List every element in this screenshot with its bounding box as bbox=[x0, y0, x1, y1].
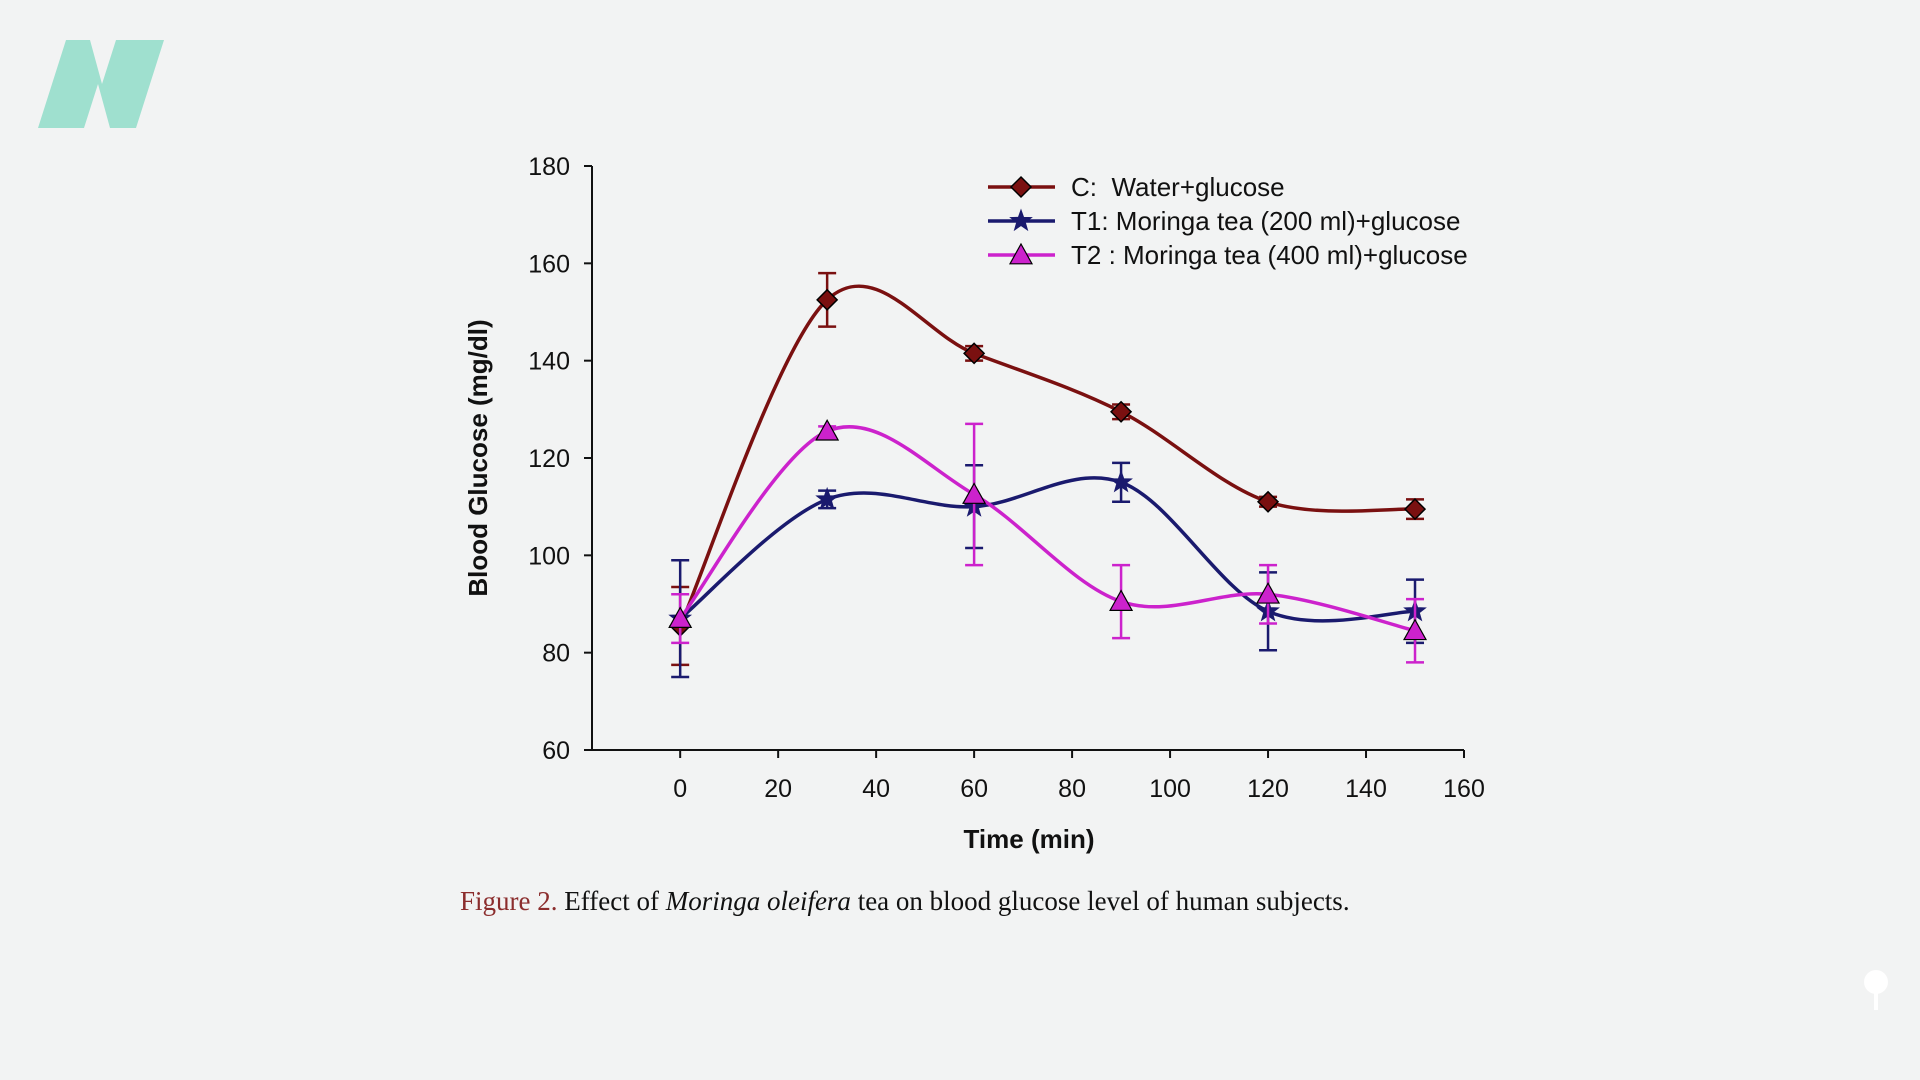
data-point bbox=[1402, 618, 1428, 641]
legend-label: T2 : Moringa tea (400 ml)+glucose bbox=[1071, 240, 1468, 270]
y-tick-label: 100 bbox=[528, 542, 570, 570]
lollipop-pin-icon bbox=[1864, 970, 1888, 1010]
stylized-n-logo-icon bbox=[38, 40, 164, 128]
y-axis-title: Blood Glucose (mg/dl) bbox=[463, 319, 493, 596]
legend-marker bbox=[1009, 175, 1033, 199]
figure-caption: Figure 2. Effect of Moringa oleifera tea… bbox=[460, 886, 1350, 917]
y-tick-label: 60 bbox=[542, 737, 570, 765]
data-point bbox=[668, 606, 693, 629]
caption-species: Moringa oleifera bbox=[665, 886, 851, 916]
series-line bbox=[678, 424, 1416, 633]
x-tick-label: 60 bbox=[960, 775, 988, 803]
x-tick-label: 80 bbox=[1058, 775, 1086, 803]
data-point bbox=[1109, 469, 1133, 493]
legend-label: T1: Moringa tea (200 ml)+glucose bbox=[1071, 206, 1460, 236]
x-tick-label: 140 bbox=[1345, 775, 1387, 803]
data-point bbox=[1256, 582, 1281, 604]
chart-legend: C: Water+glucose T1: Moringa tea (200 ml)… bbox=[988, 172, 1468, 270]
data-point bbox=[816, 288, 839, 311]
x-tick-label: 20 bbox=[764, 775, 792, 803]
x-tick-label: 160 bbox=[1443, 775, 1485, 803]
y-tick-label: 80 bbox=[542, 640, 570, 668]
x-tick-label: 120 bbox=[1247, 775, 1289, 803]
caption-text-after: tea on blood glucose level of human subj… bbox=[857, 886, 1350, 916]
data-point bbox=[1110, 400, 1133, 423]
y-tick-label: 140 bbox=[528, 348, 570, 376]
data-point bbox=[815, 486, 840, 510]
data-point bbox=[815, 418, 840, 441]
data-point bbox=[1256, 490, 1280, 513]
series-line bbox=[678, 284, 1416, 627]
series-2 bbox=[668, 461, 1427, 679]
figure-label: Figure 2. bbox=[460, 886, 558, 916]
legend-label: C: Water+glucose bbox=[1071, 172, 1285, 202]
y-tick-label: 160 bbox=[528, 250, 570, 278]
data-point bbox=[962, 482, 987, 504]
data-point bbox=[963, 342, 986, 365]
caption-text-before: Effect of bbox=[564, 886, 659, 916]
legend-marker bbox=[1008, 242, 1034, 265]
legend-marker bbox=[1009, 208, 1033, 232]
y-tick-label: 120 bbox=[528, 445, 570, 473]
data-point bbox=[1403, 498, 1427, 521]
y-tick-label: 180 bbox=[528, 153, 570, 181]
chart-ticks: 60 80 100 120 140 160 180 0 20 40 60 80 100 120 140 160 bbox=[528, 153, 1485, 803]
series-3 bbox=[668, 418, 1428, 664]
series-line bbox=[679, 476, 1416, 623]
x-axis-title: Time (min) bbox=[964, 824, 1095, 854]
x-tick-label: 100 bbox=[1149, 775, 1191, 803]
chart-series bbox=[668, 271, 1428, 679]
data-point bbox=[1109, 589, 1134, 611]
x-tick-label: 40 bbox=[862, 775, 890, 803]
x-tick-label: 0 bbox=[673, 775, 687, 803]
